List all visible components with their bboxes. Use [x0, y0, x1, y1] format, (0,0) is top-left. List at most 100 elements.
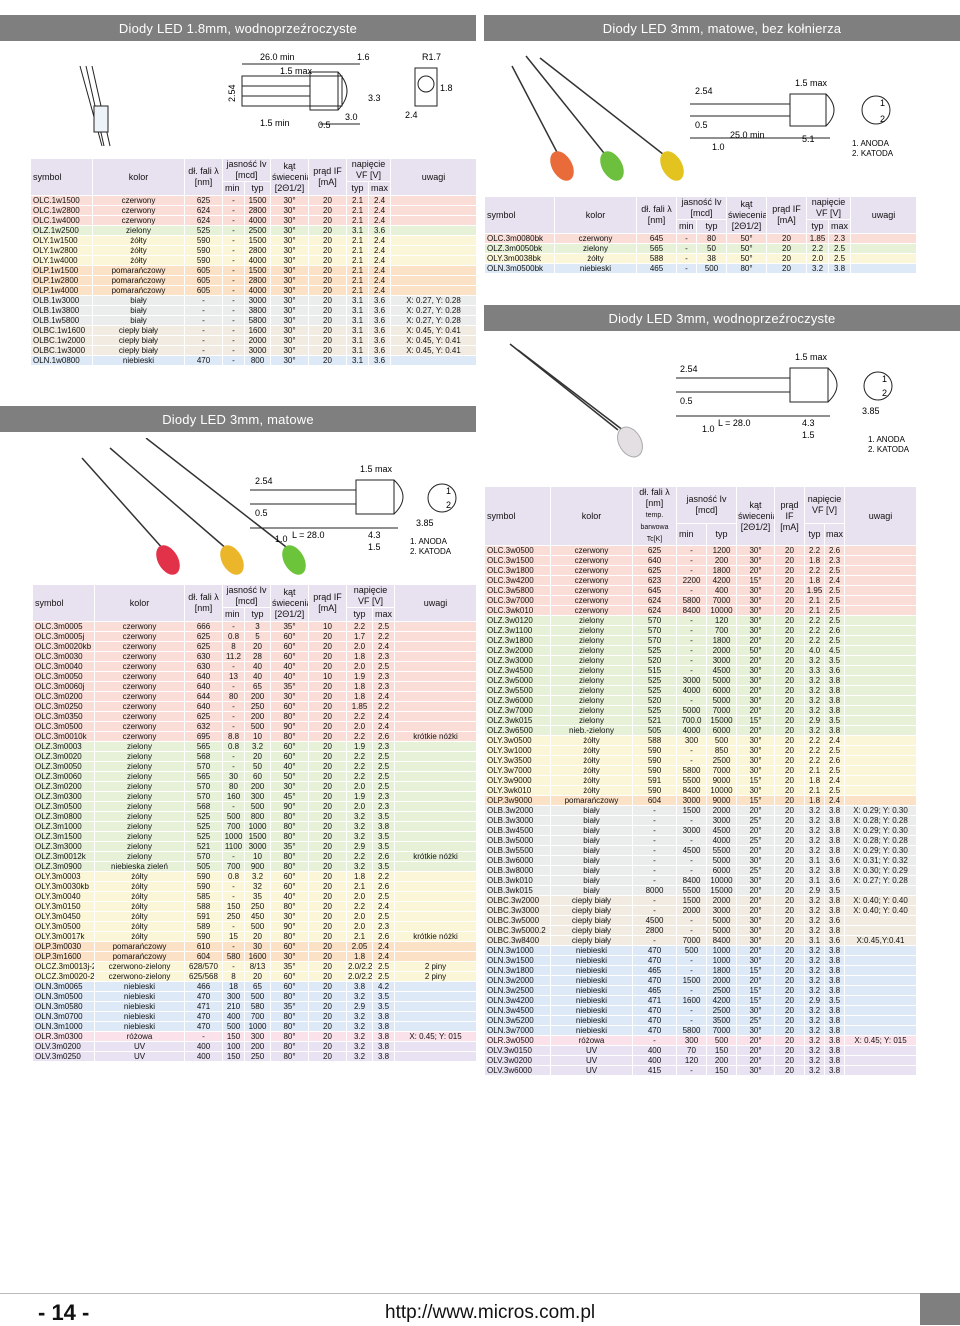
table-cell: 20	[308, 951, 347, 962]
table-cell: żółty	[550, 775, 633, 786]
table-cell	[844, 685, 917, 696]
color-temp-label: temp. barwowa Tc[K]	[640, 512, 669, 543]
table-cell: 1.85	[806, 233, 829, 244]
table-cell: 2000	[706, 805, 737, 816]
table-cell: 700	[244, 1011, 271, 1022]
table-cell: 3.1	[346, 355, 369, 366]
table-cell: 20	[308, 731, 347, 742]
table-cell: 6000	[706, 685, 737, 696]
table-row: OLBC.3w5000 ciepły biały 4500-5000 30° 20 3.2…	[484, 915, 917, 926]
website-link[interactable]: http://www.micros.com.pl	[385, 1302, 596, 1323]
table-cell: 15°	[736, 795, 775, 806]
table-cell: 20	[774, 665, 805, 676]
table-cell: 20	[774, 685, 805, 696]
table-cell: OLBC.3w8400	[484, 935, 551, 946]
table-cell: OLZ.3m0060	[32, 771, 95, 782]
table-cell: 100	[222, 1041, 245, 1052]
table-cell: zielony	[550, 705, 633, 716]
table-cell: 2.2	[804, 545, 825, 556]
table-row: OLC.3m0040 czerwony 630-40 40° 20 2.0 2.5	[32, 661, 477, 672]
table-cell: 30°	[736, 745, 775, 756]
table-row: OLZ.3m0500 zielony 568-500 90° 20 2.0 2.3	[32, 801, 477, 812]
table-cell: -	[676, 835, 707, 846]
table-cell: 2.1	[346, 245, 369, 256]
table-cell	[394, 981, 477, 992]
col-typ: typ	[804, 522, 825, 547]
table-cell: niebieski	[94, 1001, 185, 1012]
table-cell: -	[676, 965, 707, 976]
table-cell: OLY.3wk010	[484, 785, 551, 796]
table-cell: OLC.3m0250	[32, 701, 95, 712]
table-cell: 3.8	[824, 1015, 845, 1026]
table-cell: 470	[632, 1015, 677, 1026]
col-symbol: symbol	[32, 584, 95, 622]
table-cell: czerwony	[94, 691, 185, 702]
table-cell: 20	[308, 861, 347, 872]
table-cell: 3.2	[804, 705, 825, 716]
table-cell: 3.1	[346, 315, 369, 326]
table-row: OLZ.3m0300 zielony 570 160 300 45° 20 1.9 2.3	[32, 791, 477, 802]
table-cell: biały	[550, 825, 633, 836]
table-cell: 2.6	[372, 731, 395, 742]
table-cell: 3.1	[804, 935, 825, 946]
table-cell: X: 0.27, Y: 0.28	[390, 295, 477, 306]
table-cell: 1.8	[346, 651, 373, 662]
table-row: OLB.3w8000 biały - -6000 25° 20 3.2 3.8 X: 0.30;…	[484, 865, 917, 876]
table-cell: 800	[244, 355, 271, 366]
table-cell: 640	[184, 681, 223, 692]
table-cell: OLY.3m0040	[32, 891, 95, 902]
table-cell: -	[184, 305, 223, 316]
table-cell: OLZ.3m0020	[32, 751, 95, 762]
col-symbol: symbol	[30, 158, 93, 196]
col-angle: kąt świecenia [2Θ1/2]	[270, 584, 309, 622]
table-cell: 20	[308, 205, 347, 216]
table-cell: 1000	[706, 955, 737, 966]
table-cell: 2.2	[346, 771, 373, 782]
table-cell: 20	[308, 761, 347, 772]
table-cell: biały	[92, 295, 185, 306]
table-cell: OLY.3m0003	[32, 871, 95, 882]
col-luminosity: jasność Iv [mcd]	[676, 486, 737, 524]
table-cell: 150	[222, 1031, 245, 1042]
table-cell: biały	[550, 845, 633, 856]
table-cell	[394, 771, 477, 782]
col-kolor: kolor	[92, 158, 185, 196]
table-cell: -	[222, 305, 245, 316]
table-cell: 15000	[706, 885, 737, 896]
table-cell: X: 0.29; Y: 0.30	[844, 825, 917, 836]
table-cell: X: 0.28; Y: 0.28	[844, 835, 917, 846]
table-cell: 20	[774, 645, 805, 656]
table-cell: OLY.3w0500	[484, 735, 551, 746]
table-cell: 20°	[736, 565, 775, 576]
table-cell: X: 0.29; Y: 0.30	[844, 845, 917, 856]
table-cell: 525	[632, 675, 677, 686]
table-cell: 585	[184, 891, 223, 902]
table-cell: OLC.3m0010k	[32, 731, 95, 742]
table-cell: 20°	[736, 825, 775, 836]
table-cell: 30°	[270, 295, 309, 306]
table-cell: 2.1	[346, 235, 369, 246]
table-cell: 630	[184, 651, 223, 662]
table-cell: OLP.3w9000	[484, 795, 551, 806]
table-cell: 3000	[676, 825, 707, 836]
table-cell: 250	[244, 901, 271, 912]
table-cell: 30°	[270, 911, 309, 922]
table-row: OLC.3m0020kb czerwony 625 8 20 60° 20 2.0 2.4	[32, 641, 477, 652]
table-cell: 3.2	[804, 1035, 825, 1046]
table-row: OLY.3m0030kb żółty 590-32 60° 20 2.1 2.6	[32, 881, 477, 892]
table-cell	[394, 901, 477, 912]
table-cell: -	[184, 335, 223, 346]
table-cell: X: 0.40; Y: 0.40	[844, 895, 917, 906]
table-row: OLN.3w2500 niebieski 465-2500 15° 20 3.2 3.8	[484, 985, 917, 996]
table-cell: -	[222, 335, 245, 346]
table-cell: 20	[774, 945, 805, 956]
table-cell: 30°	[736, 785, 775, 796]
table-cell: 1500	[676, 805, 707, 816]
table-cell: OLC.1w2800	[30, 205, 93, 216]
table-cell: 3.2	[804, 895, 825, 906]
table-cell: 60°	[270, 701, 309, 712]
table-cell	[390, 235, 477, 246]
table-cell: krótkie nóżki	[394, 851, 477, 862]
table-cell: 60°	[270, 981, 309, 992]
table-cell: 8000	[632, 885, 677, 896]
